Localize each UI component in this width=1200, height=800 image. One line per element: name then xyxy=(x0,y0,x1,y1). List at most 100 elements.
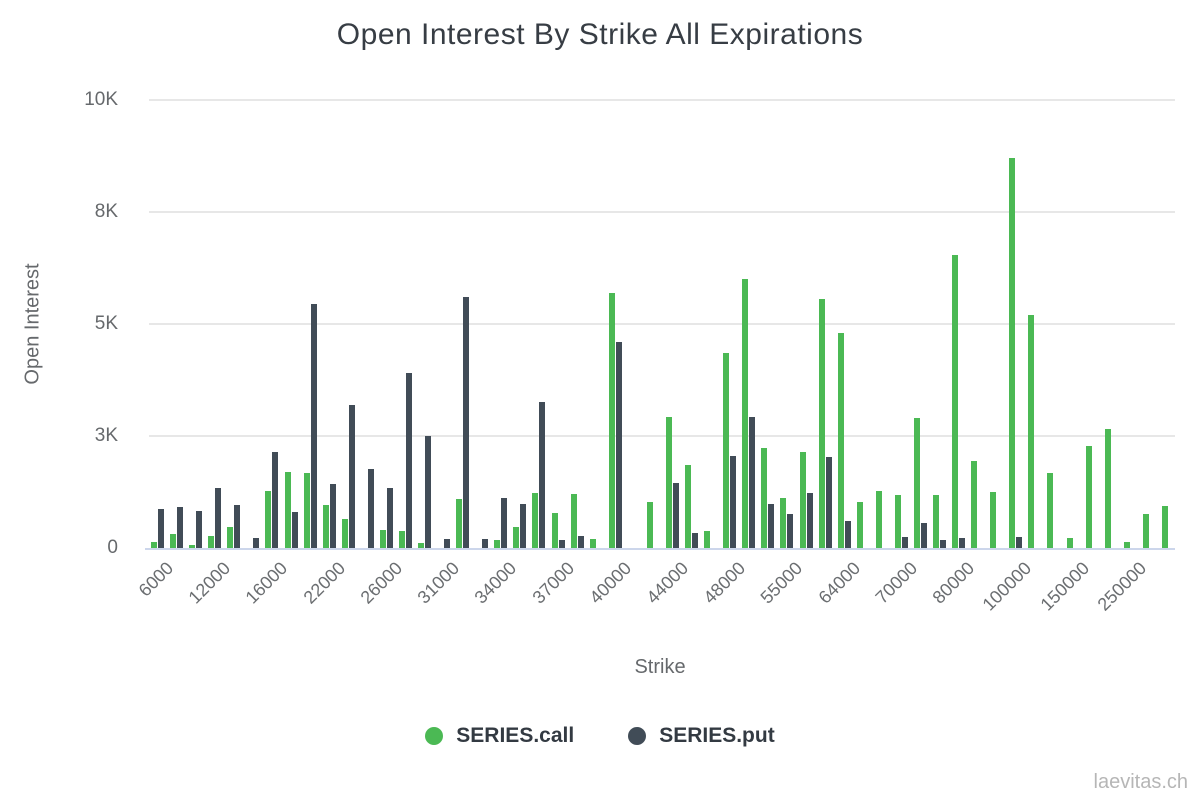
call-bar[interactable] xyxy=(704,530,711,548)
call-bar[interactable] xyxy=(818,299,825,548)
put-bar[interactable] xyxy=(291,512,298,548)
call-bar[interactable] xyxy=(551,512,558,548)
x-tick-label: 34000 xyxy=(470,558,521,608)
call-bar[interactable] xyxy=(1028,315,1035,548)
call-bar[interactable] xyxy=(494,540,501,548)
put-bar[interactable] xyxy=(463,297,470,548)
put-bar[interactable] xyxy=(825,456,832,548)
put-bar[interactable] xyxy=(615,341,622,548)
bar-group xyxy=(570,494,584,548)
call-bar[interactable] xyxy=(646,501,653,548)
call-bar[interactable] xyxy=(1161,506,1168,548)
put-bar[interactable] xyxy=(558,540,565,548)
call-bar[interactable] xyxy=(971,460,978,548)
legend-dot-put-icon xyxy=(628,727,647,745)
put-bar[interactable] xyxy=(520,504,527,548)
call-bar[interactable] xyxy=(379,530,386,548)
put-bar[interactable] xyxy=(501,497,508,548)
put-bar[interactable] xyxy=(425,436,432,548)
call-bar[interactable] xyxy=(837,332,844,548)
bar-group xyxy=(952,254,966,548)
call-bar[interactable] xyxy=(894,494,901,548)
put-bar[interactable] xyxy=(348,404,355,548)
call-bar[interactable] xyxy=(208,536,215,548)
call-bar[interactable] xyxy=(742,279,749,548)
put-bar[interactable] xyxy=(367,469,374,548)
call-bar[interactable] xyxy=(170,533,177,548)
put-bar[interactable] xyxy=(539,402,546,548)
call-bar[interactable] xyxy=(1104,429,1111,548)
call-bar[interactable] xyxy=(513,526,520,548)
call-bar[interactable] xyxy=(952,254,959,548)
call-bar[interactable] xyxy=(398,530,405,548)
legend-item-call[interactable]: SERIES.call xyxy=(425,724,574,748)
call-bar[interactable] xyxy=(761,448,768,548)
call-bar[interactable] xyxy=(151,542,157,548)
call-bar[interactable] xyxy=(990,492,997,548)
bar-group xyxy=(837,332,851,548)
call-bar[interactable] xyxy=(856,502,863,548)
call-bar[interactable] xyxy=(532,493,539,548)
call-bar[interactable] xyxy=(913,417,920,548)
put-bar[interactable] xyxy=(405,373,412,548)
call-bar[interactable] xyxy=(456,498,463,548)
put-bar[interactable] xyxy=(158,509,164,548)
legend-item-put[interactable]: SERIES.put xyxy=(628,724,775,748)
put-bar[interactable] xyxy=(234,505,241,548)
put-bar[interactable] xyxy=(310,303,317,548)
call-bar[interactable] xyxy=(723,353,730,548)
bar-group xyxy=(189,511,203,548)
call-bar[interactable] xyxy=(799,452,806,548)
call-bar[interactable] xyxy=(1142,514,1149,548)
put-bar[interactable] xyxy=(806,493,813,548)
call-bar[interactable] xyxy=(665,416,672,548)
put-bar[interactable] xyxy=(215,487,222,548)
call-bar[interactable] xyxy=(1066,538,1073,548)
call-bar[interactable] xyxy=(1047,472,1054,548)
put-bar[interactable] xyxy=(444,538,451,548)
call-bar[interactable] xyxy=(1009,158,1016,548)
put-bar[interactable] xyxy=(787,513,794,548)
call-bar[interactable] xyxy=(227,527,234,548)
put-bar[interactable] xyxy=(272,452,279,548)
put-bar[interactable] xyxy=(672,483,679,548)
call-bar[interactable] xyxy=(284,471,291,548)
put-bar[interactable] xyxy=(959,538,966,548)
bar-group xyxy=(818,299,832,548)
bar-group xyxy=(418,436,432,548)
call-bar[interactable] xyxy=(608,292,615,548)
bar-group xyxy=(990,492,1003,548)
put-bar[interactable] xyxy=(386,487,393,548)
call-bar[interactable] xyxy=(189,545,196,548)
put-bar[interactable] xyxy=(196,511,203,548)
put-bar[interactable] xyxy=(577,536,584,548)
call-bar[interactable] xyxy=(685,464,692,548)
call-bar[interactable] xyxy=(933,494,940,548)
put-bar[interactable] xyxy=(177,506,184,548)
put-bar[interactable] xyxy=(482,538,489,548)
put-bar[interactable] xyxy=(253,538,260,548)
call-bar[interactable] xyxy=(341,518,348,548)
call-bar[interactable] xyxy=(570,494,577,548)
call-bar[interactable] xyxy=(589,538,596,548)
call-bar[interactable] xyxy=(1123,542,1130,548)
put-bar[interactable] xyxy=(844,520,851,548)
put-bar[interactable] xyxy=(901,537,908,548)
call-bar[interactable] xyxy=(303,472,310,548)
put-bar[interactable] xyxy=(940,539,947,548)
bar-group xyxy=(1066,538,1080,548)
chart-title: Open Interest By Strike All Expirations xyxy=(336,18,864,51)
put-bar[interactable] xyxy=(768,504,775,548)
put-bar[interactable] xyxy=(730,456,737,548)
call-bar[interactable] xyxy=(780,497,787,548)
call-bar[interactable] xyxy=(1085,445,1092,548)
call-bar[interactable] xyxy=(322,505,329,548)
put-bar[interactable] xyxy=(920,523,927,548)
put-bar[interactable] xyxy=(749,416,756,548)
call-bar[interactable] xyxy=(875,490,882,548)
call-bar[interactable] xyxy=(418,542,425,548)
put-bar[interactable] xyxy=(1016,537,1023,548)
put-bar[interactable] xyxy=(329,483,336,548)
call-bar[interactable] xyxy=(265,491,272,548)
put-bar[interactable] xyxy=(692,533,699,548)
